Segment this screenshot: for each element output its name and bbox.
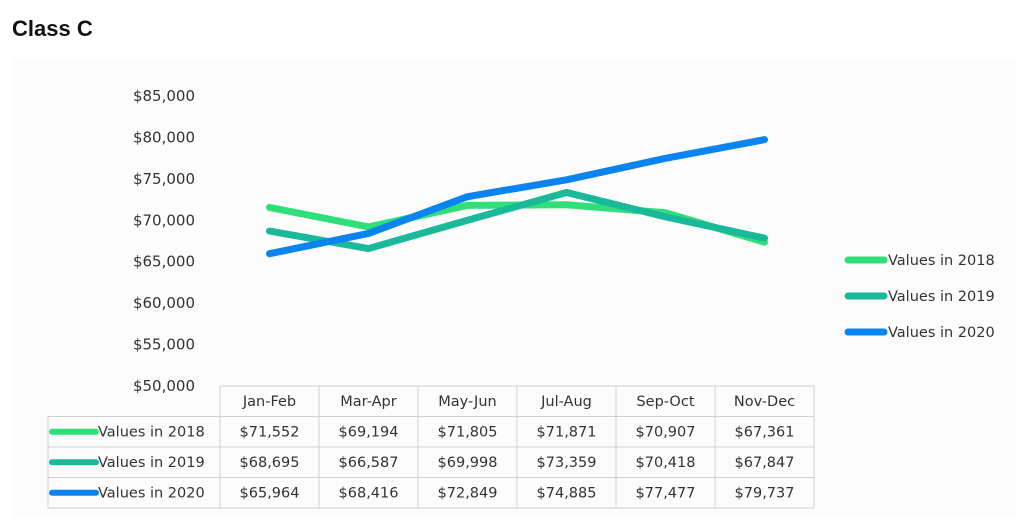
series-line-2 (266, 188, 768, 253)
table-cell: $67,361 (735, 425, 795, 441)
x-category-label: Jan-Feb (242, 394, 296, 410)
table-cell: $69,998 (438, 455, 498, 471)
table-cell: $70,907 (636, 425, 696, 441)
series-line-3 (266, 136, 768, 258)
x-category-label: Nov-Dec (734, 394, 795, 410)
chart-panel: $85,000 $80,000 $75,000 $70,000 $65,000 $60,0… (12, 58, 1016, 518)
y-tick-label: $70,000 (133, 211, 195, 229)
legend-label: Values in 2018 (888, 253, 995, 269)
table-row-label: Values in 2019 (98, 455, 205, 471)
legend-label: Values in 2019 (888, 289, 995, 305)
y-tick-label: $80,000 (133, 128, 195, 146)
table-cell: $68,695 (240, 455, 300, 471)
y-tick-label: $55,000 (133, 336, 195, 354)
table-row-label: Values in 2020 (98, 486, 205, 502)
table-cell: $71,871 (537, 425, 597, 441)
y-tick-label: $50,000 (133, 377, 195, 395)
table-cell: $70,418 (636, 455, 696, 471)
x-category-label: Mar-Apr (340, 394, 396, 410)
legend-label: Values in 2020 (888, 325, 995, 341)
table-cell: $71,805 (438, 425, 498, 441)
table-cell: $71,552 (240, 425, 300, 441)
table-cell: $72,849 (438, 486, 498, 502)
y-tick-label: $85,000 (133, 87, 195, 105)
table-cell: $79,737 (735, 486, 795, 502)
table-cell: $77,477 (636, 486, 696, 502)
x-category-label: Sep-Oct (636, 394, 694, 410)
table-row-label: Values in 2018 (98, 425, 205, 441)
line-chart: $85,000 $80,000 $75,000 $70,000 $65,000 $60,0… (47, 87, 995, 509)
table-cell: $69,194 (339, 425, 399, 441)
table-cell: $68,416 (339, 486, 399, 502)
y-tick-label: $75,000 (133, 170, 195, 188)
page-title: Class C (12, 16, 93, 41)
y-tick-label: $60,000 (133, 294, 195, 312)
table-cell: $66,587 (339, 455, 399, 471)
x-category-label: May-Jun (438, 394, 496, 410)
x-category-label: Jul-Aug (540, 394, 592, 410)
table-cell: $73,359 (537, 455, 597, 471)
table-cell: $74,885 (537, 486, 597, 502)
table-cell: $67,847 (735, 455, 795, 471)
table-cell: $65,964 (240, 486, 300, 502)
y-tick-label: $65,000 (133, 253, 195, 271)
